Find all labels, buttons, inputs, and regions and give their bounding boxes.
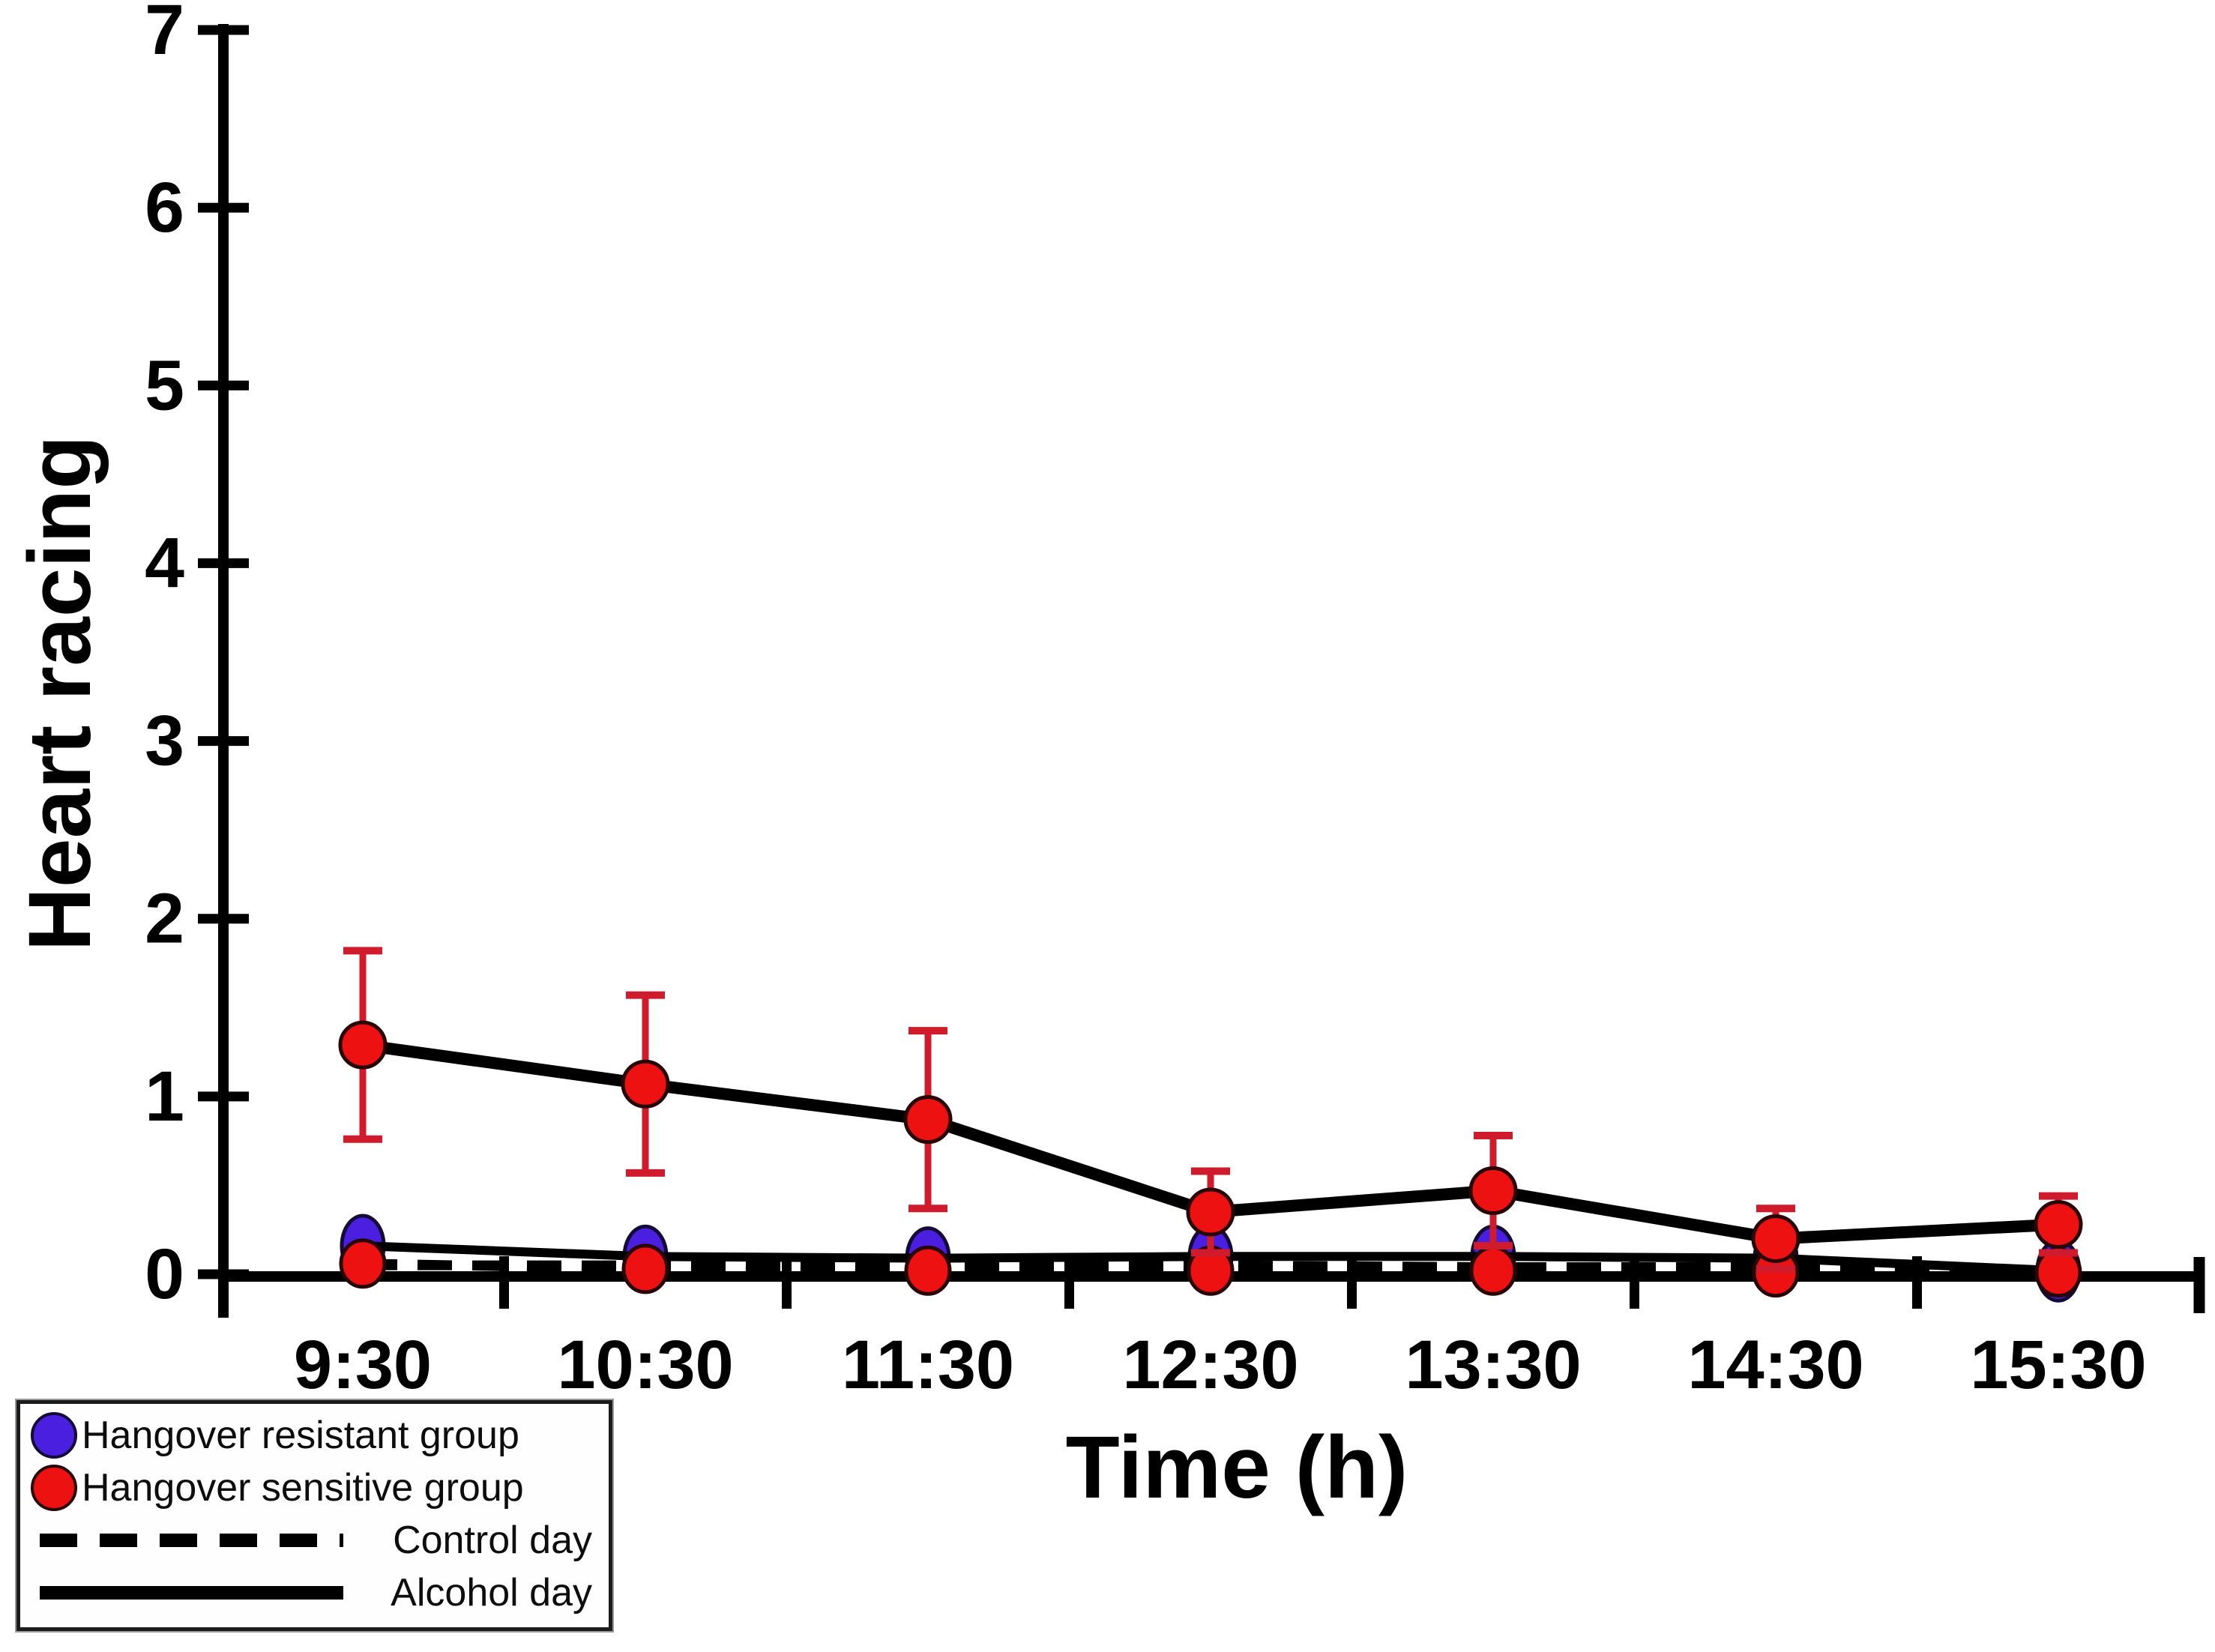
legend-item-control-day: Control day — [31, 1515, 601, 1566]
data-point-sensitive-alcohol — [1186, 1187, 1235, 1237]
legend-label: Hangover sensitive group — [82, 1466, 524, 1510]
legend-dashed-line-icon — [40, 1534, 343, 1547]
data-point-sensitive-control — [621, 1243, 669, 1294]
data-point-sensitive-alcohol — [1468, 1166, 1518, 1216]
x-tick-label: 13:30 — [1405, 1327, 1581, 1403]
x-tick-label: 12:30 — [1122, 1327, 1298, 1403]
x-axis-title: Time (h) — [1065, 1418, 1408, 1517]
data-point-sensitive-alcohol — [1751, 1214, 1800, 1264]
data-point-sensitive-alcohol — [338, 1020, 388, 1070]
legend-solid-line-icon — [40, 1586, 343, 1600]
y-tick-label: 0 — [145, 1235, 184, 1314]
data-point-sensitive-alcohol — [903, 1095, 953, 1145]
y-tick-label: 5 — [145, 346, 184, 425]
legend-item-alcohol-day: Alcohol day — [31, 1567, 601, 1618]
x-tick-label: 11:30 — [842, 1327, 1014, 1403]
legend-label: Alcohol day — [391, 1571, 592, 1615]
legend-resistant-marker-icon — [31, 1412, 77, 1459]
y-tick-label: 2 — [145, 879, 184, 959]
x-tick-label: 14:30 — [1687, 1327, 1863, 1403]
x-tick-label: 10:30 — [557, 1327, 733, 1403]
y-tick-label: 4 — [145, 523, 184, 603]
x-tick-label: 9:30 — [294, 1327, 432, 1403]
legend-label: Control day — [393, 1519, 592, 1562]
x-tick-label: 15:30 — [1970, 1327, 2146, 1403]
y-tick-label: 6 — [145, 168, 184, 247]
data-point-sensitive-control — [1469, 1245, 1517, 1296]
legend-label: Hangover resistant group — [82, 1414, 519, 1457]
data-point-sensitive-control — [339, 1238, 387, 1289]
data-point-sensitive-control — [904, 1245, 952, 1296]
legend-item-sensitive-group: Hangover sensitive group — [31, 1462, 601, 1513]
y-tick-label: 7 — [145, 0, 184, 70]
data-point-sensitive-alcohol — [621, 1059, 670, 1109]
y-tick-label: 3 — [145, 702, 184, 781]
legend: Hangover resistant group Hangover sensit… — [15, 1399, 614, 1633]
y-tick-label: 1 — [145, 1057, 184, 1136]
y-axis-title: Heart racing — [10, 435, 109, 952]
data-point-sensitive-alcohol — [2034, 1200, 2083, 1249]
legend-sensitive-marker-icon — [31, 1465, 77, 1511]
legend-item-resistant-group: Hangover resistant group — [31, 1410, 601, 1461]
